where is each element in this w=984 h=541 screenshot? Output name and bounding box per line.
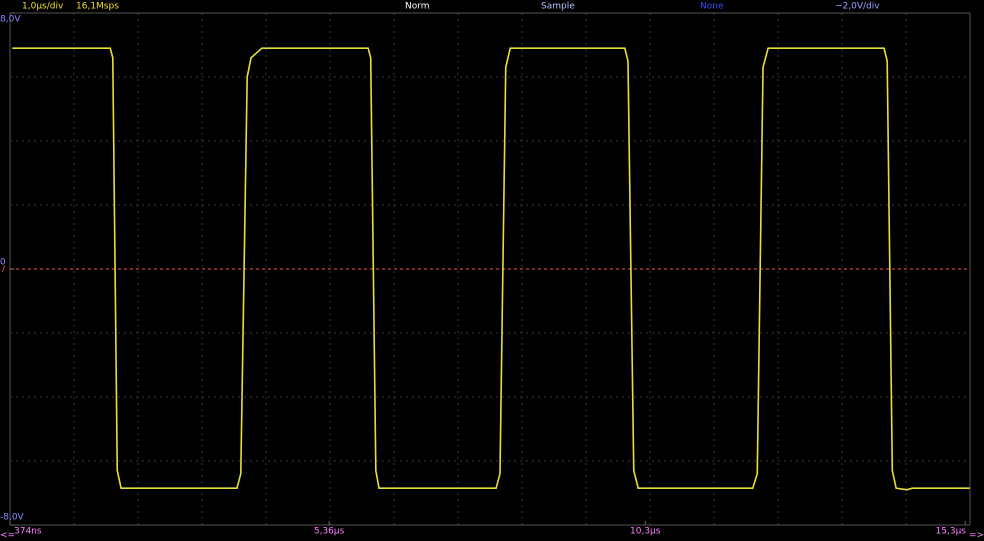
trigger-marker: / [2, 265, 6, 275]
timebase: 1,0µs/div [22, 2, 64, 12]
x-tick-label: 374ns [14, 527, 42, 537]
none-label: None [700, 2, 724, 12]
x-tick-label: 5,36µs [314, 527, 345, 537]
y-tick-label: -8,0V [0, 513, 25, 523]
x-tick-label: 15,3µs [936, 527, 967, 537]
x-tick-label: 10,3µs [630, 527, 661, 537]
sample-rate: 16,1Msps [76, 2, 119, 12]
y-tick-label: 0 [0, 258, 6, 268]
scroll-right[interactable]: => [969, 531, 984, 541]
y-tick-label: 8,0V [0, 15, 21, 25]
volts-per-div: ~2,0V/div [835, 2, 880, 12]
acquisition: Sample [541, 2, 575, 12]
trace [12, 47, 970, 491]
trigger-mode: Norm [405, 2, 430, 12]
scroll-left[interactable]: <= [0, 531, 15, 541]
